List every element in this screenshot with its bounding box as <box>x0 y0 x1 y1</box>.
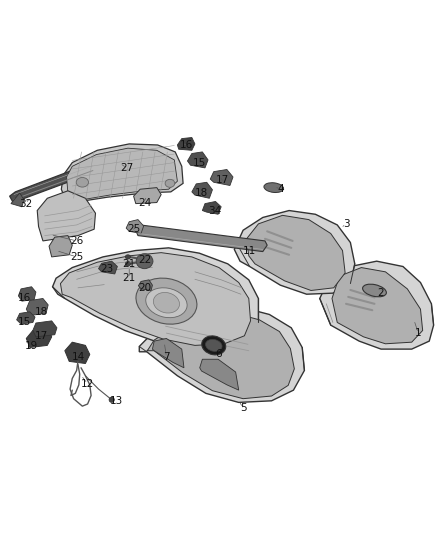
Ellipse shape <box>153 293 180 313</box>
Text: 22: 22 <box>138 255 151 265</box>
Ellipse shape <box>202 336 226 355</box>
Polygon shape <box>53 248 258 349</box>
Text: 5: 5 <box>240 403 247 413</box>
Polygon shape <box>65 342 90 364</box>
Ellipse shape <box>76 177 88 187</box>
Text: 17: 17 <box>216 175 229 185</box>
Text: 34: 34 <box>208 206 221 215</box>
Text: 26: 26 <box>70 236 83 246</box>
Ellipse shape <box>165 179 175 188</box>
Polygon shape <box>49 236 72 257</box>
Text: 7: 7 <box>163 352 170 362</box>
Polygon shape <box>187 152 208 168</box>
Polygon shape <box>177 138 195 150</box>
Ellipse shape <box>363 284 386 297</box>
Text: 1: 1 <box>415 328 422 338</box>
Text: 25: 25 <box>127 224 140 234</box>
Text: 32: 32 <box>19 199 32 208</box>
Text: 4: 4 <box>277 184 284 194</box>
Text: 15: 15 <box>18 318 31 327</box>
Polygon shape <box>202 201 221 214</box>
Ellipse shape <box>136 278 197 324</box>
Text: 19: 19 <box>25 342 38 351</box>
Polygon shape <box>234 211 355 294</box>
Polygon shape <box>26 329 52 348</box>
Text: 16: 16 <box>180 140 193 150</box>
Ellipse shape <box>125 255 131 259</box>
Polygon shape <box>134 188 161 204</box>
Polygon shape <box>11 193 24 207</box>
Polygon shape <box>67 148 177 201</box>
Text: 11: 11 <box>243 246 256 255</box>
Text: 13: 13 <box>110 396 123 406</box>
Text: 21: 21 <box>123 273 136 283</box>
Text: 6: 6 <box>215 350 223 359</box>
Polygon shape <box>139 306 304 402</box>
Polygon shape <box>37 191 95 241</box>
Text: 14: 14 <box>72 352 85 362</box>
Polygon shape <box>200 359 239 390</box>
Polygon shape <box>60 253 251 345</box>
Text: 17: 17 <box>35 331 48 341</box>
Text: 3: 3 <box>343 219 350 229</box>
Polygon shape <box>99 261 117 274</box>
Ellipse shape <box>136 254 153 269</box>
Text: 21: 21 <box>123 259 136 269</box>
Polygon shape <box>135 225 267 252</box>
Ellipse shape <box>125 262 131 266</box>
Text: 18: 18 <box>35 307 48 317</box>
Ellipse shape <box>205 340 222 351</box>
Text: 25: 25 <box>70 252 83 262</box>
Polygon shape <box>332 268 423 344</box>
Polygon shape <box>33 321 57 337</box>
Polygon shape <box>126 220 144 233</box>
Polygon shape <box>320 261 434 349</box>
Text: 23: 23 <box>101 264 114 274</box>
Polygon shape <box>26 298 48 316</box>
Polygon shape <box>210 169 233 185</box>
Polygon shape <box>10 162 96 203</box>
Text: 24: 24 <box>138 198 151 207</box>
Text: 18: 18 <box>195 188 208 198</box>
Polygon shape <box>61 144 183 204</box>
Polygon shape <box>138 280 152 290</box>
Text: 16: 16 <box>18 294 31 303</box>
Text: 20: 20 <box>138 283 151 293</box>
Polygon shape <box>147 312 294 399</box>
Ellipse shape <box>264 183 283 192</box>
Text: 15: 15 <box>193 158 206 167</box>
Polygon shape <box>192 182 212 198</box>
Text: 12: 12 <box>81 379 94 389</box>
Text: 27: 27 <box>120 163 134 173</box>
Polygon shape <box>247 215 345 290</box>
Polygon shape <box>18 287 36 301</box>
Ellipse shape <box>146 288 187 318</box>
Text: 2: 2 <box>378 288 385 298</box>
Polygon shape <box>152 338 184 368</box>
Polygon shape <box>17 312 35 324</box>
Ellipse shape <box>109 397 114 402</box>
